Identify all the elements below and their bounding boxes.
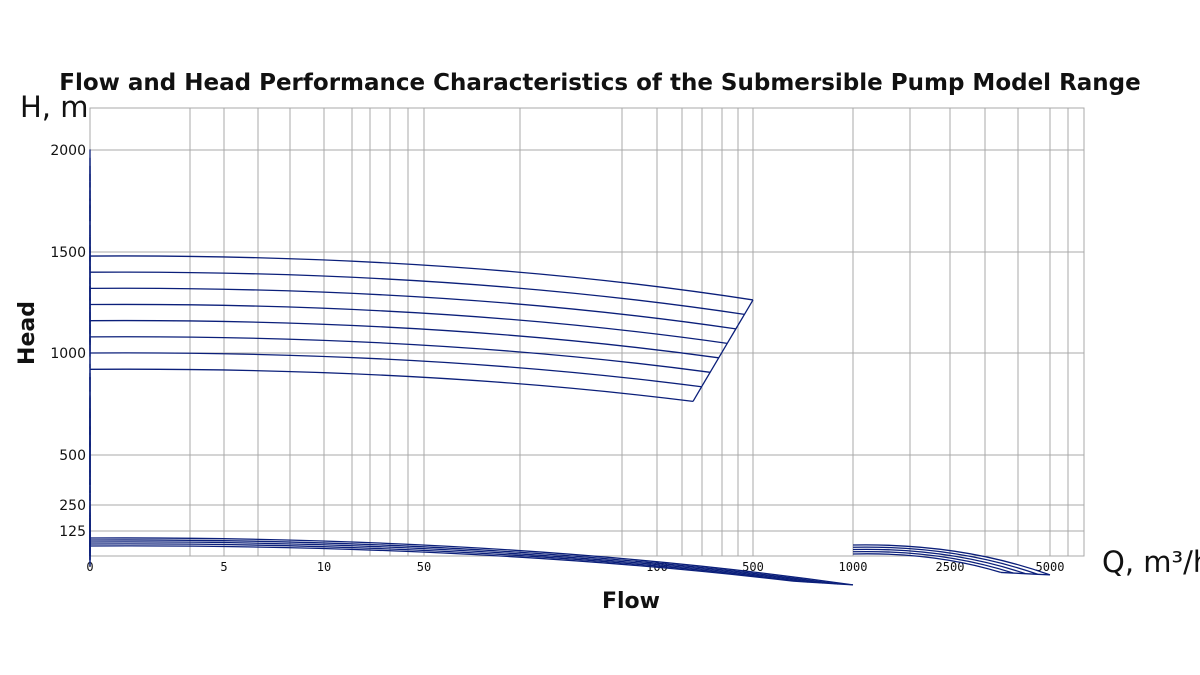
tick-labels: 0 5 10 50 100 500 1000 2500 50001252505001000150… — [50, 143, 1064, 574]
y-tick-label: 500 — [59, 448, 86, 464]
y-tick-label: 250 — [59, 498, 86, 514]
curve-family — [89, 255, 754, 403]
pump-curve — [89, 352, 702, 388]
chart-title: Flow and Head Performance Characteristic… — [59, 70, 1141, 96]
x-tick-label: 50 — [417, 560, 431, 574]
plot-frame — [89, 107, 1085, 557]
y-tick-label: 1500 — [50, 245, 86, 261]
pump-curve — [89, 319, 719, 359]
pump-curve — [89, 545, 794, 582]
pump-curve — [89, 541, 824, 584]
pump-curve — [89, 255, 754, 301]
x-tick-label: 2500 — [936, 560, 965, 574]
performance-curves — [89, 149, 1051, 586]
y-tick-label: 1000 — [50, 346, 86, 362]
pump-curve — [89, 287, 736, 330]
cutoff-line — [792, 580, 854, 586]
grid — [90, 108, 1084, 556]
cutoff-line — [692, 299, 754, 402]
x-unit-label: Q, m³/h — [1102, 545, 1200, 579]
y-unit-label: H, m — [20, 90, 89, 124]
y-axis-title: Head — [15, 301, 40, 365]
pump-curve — [89, 543, 809, 583]
y-tick-label: 2000 — [50, 143, 86, 159]
pump-curve — [852, 548, 1026, 575]
pump-curve — [852, 553, 1001, 574]
y-tick-label: 125 — [59, 524, 86, 540]
x-tick-label: 5 — [220, 560, 227, 574]
x-tick-label: 5000 — [1036, 560, 1065, 574]
pump-curve — [852, 546, 1038, 575]
curve-family — [852, 544, 1051, 576]
pump-curve — [89, 368, 694, 403]
x-tick-label: 0 — [86, 560, 93, 574]
pump-curve — [89, 336, 711, 373]
pump-curve — [89, 271, 745, 316]
x-tick-label: 10 — [317, 560, 331, 574]
pump-curve — [89, 303, 728, 344]
pump-curve — [852, 550, 1014, 574]
x-axis-title: Flow — [602, 589, 660, 614]
pump-curve — [89, 537, 854, 586]
x-tick-label: 500 — [742, 560, 764, 574]
curve-family — [89, 537, 854, 586]
pump-curve — [852, 544, 1051, 576]
x-tick-label: 1000 — [839, 560, 868, 574]
pump-curve — [89, 539, 839, 585]
cutoff-line — [1000, 571, 1051, 576]
